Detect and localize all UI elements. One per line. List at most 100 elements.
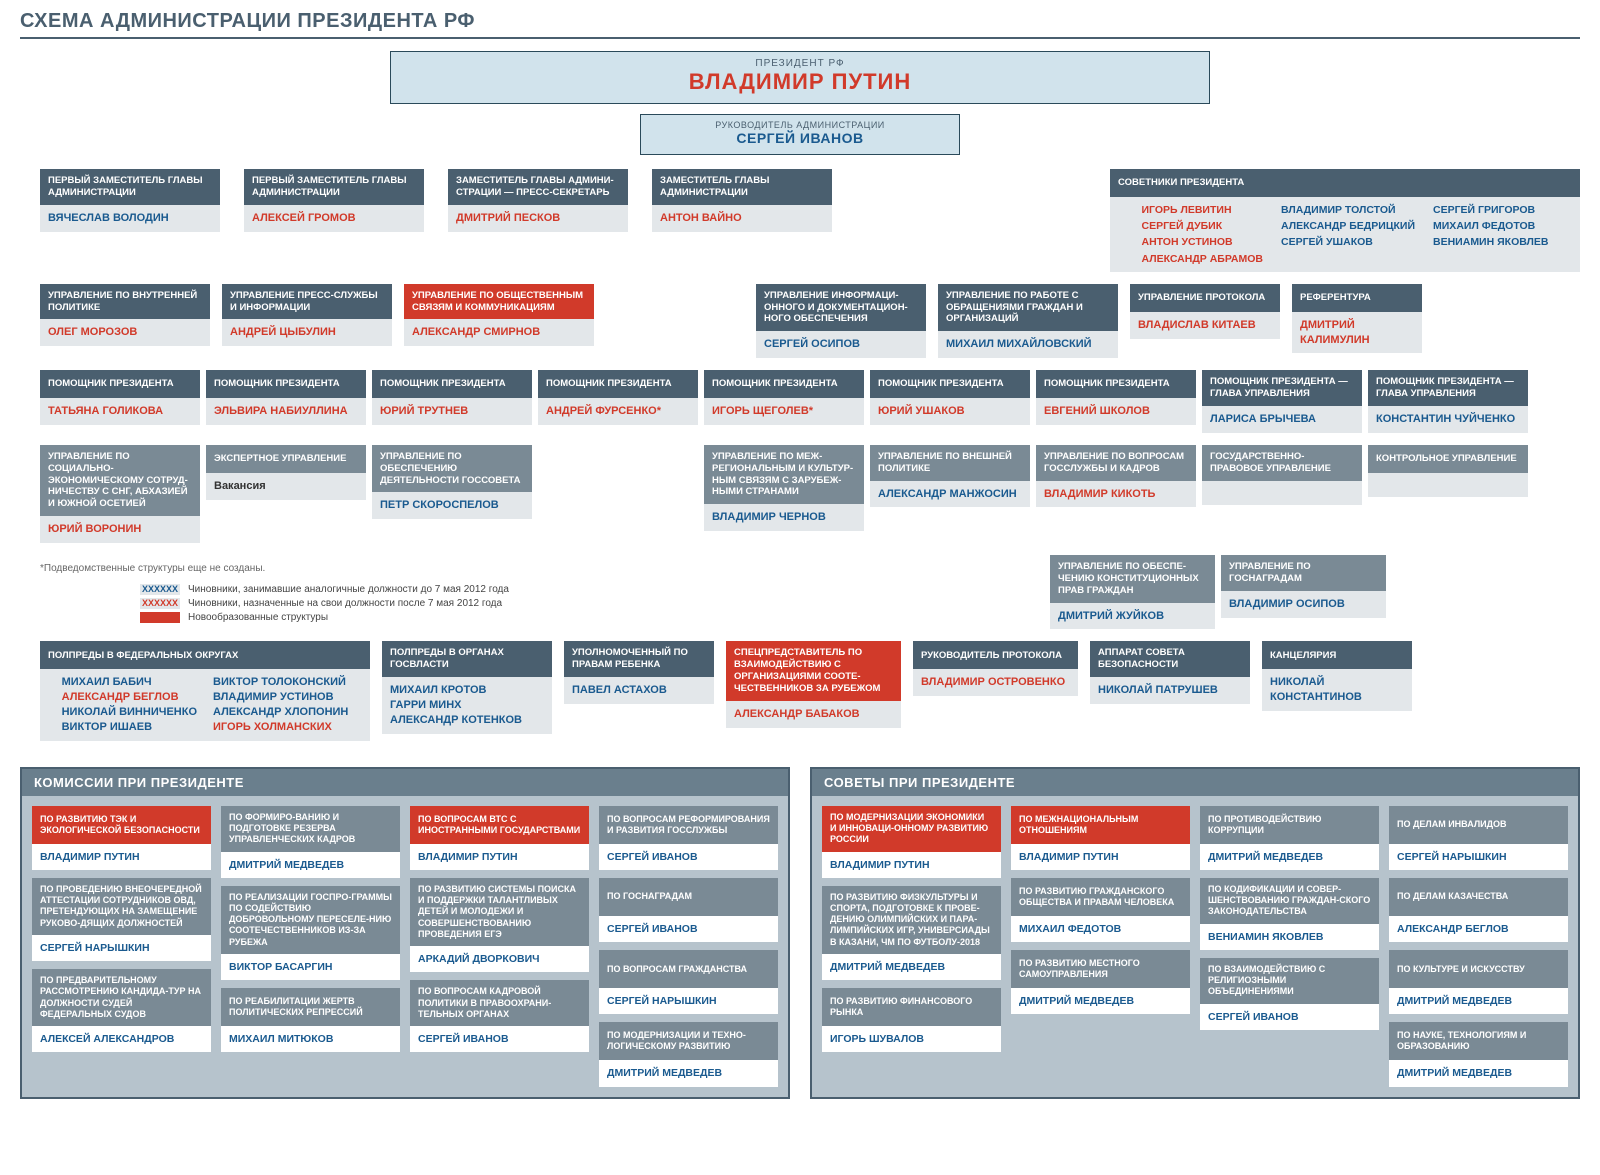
org-box-header: УПРАВЛЕНИЕ ПО СОЦИАЛЬНО-ЭКОНОМИЧЕСКОМУ С… <box>40 445 200 516</box>
legend-swatch-blue: ХХХХХХ <box>140 584 180 595</box>
section-box-name: ВЕНИАМИН ЯКОВЛЕВ <box>1200 924 1379 950</box>
section-box-name: ВИКТОР БАСАРГИН <box>221 954 400 980</box>
org-box-header: ПОМОЩНИК ПРЕЗИДЕНТА <box>40 370 200 398</box>
section-box: ПО РАЗВИТИЮ СИСТЕМЫ ПОИСКА И ПОДДЕРЖКИ Т… <box>410 878 589 972</box>
org-box-header: ЭКСПЕРТНОЕ УПРАВЛЕНИЕ <box>206 445 366 473</box>
org-box-name: ВЛАДИМИР КИКОТЬ <box>1036 481 1196 508</box>
section-box: ПО МОДЕРНИЗАЦИИ ЭКОНОМИКИ И ИННОВАЦИ-ОНН… <box>822 806 1001 878</box>
org-box: ГОСУДАРСТВЕННО-ПРАВОВОЕ УПРАВЛЕНИЕ <box>1202 445 1362 543</box>
org-box-header: УПРАВЛЕНИЕ ПО ВОПРОСАМ ГОССЛУЖБЫ И КАДРО… <box>1036 445 1196 481</box>
section-box: ПО КУЛЬТУРЕ И ИСКУССТВУДМИТРИЙ МЕДВЕДЕВ <box>1389 950 1568 1014</box>
section-box-name: АРКАДИЙ ДВОРКОВИЧ <box>410 946 589 972</box>
org-box: ПОМОЩНИК ПРЕЗИДЕНТАИГОРЬ ЩЕГОЛЕВ* <box>704 370 864 433</box>
org-box: РЕФЕРЕНТУРАДМИТРИЙ КАЛИМУЛИН <box>1292 284 1422 358</box>
org-box-header: ЗАМЕСТИТЕЛЬ ГЛАВЫ АДМИНИСТРАЦИИ <box>652 169 832 205</box>
section-box: ПО ВОПРОСАМ ГРАЖДАНСТВАСЕРГЕЙ НАРЫШКИН <box>599 950 778 1014</box>
legend-swatch-redfill <box>140 612 180 623</box>
lower-box-header: РУКОВОДИТЕЛЬ ПРОТОКОЛА <box>913 641 1078 669</box>
org-box-header: ПОМОЩНИК ПРЕЗИДЕНТА <box>372 370 532 398</box>
section-box-header: ПО РЕАЛИЗАЦИИ ГОСПРО-ГРАММЫ ПО СОДЕЙСТВИ… <box>221 886 400 954</box>
president-label: ПРЕЗИДЕНТ РФ <box>391 58 1209 69</box>
departments-row: УПРАВЛЕНИЕ ПО ВНУТРЕННЕЙ ПОЛИТИКЕОЛЕГ МО… <box>40 284 1580 358</box>
org-box-name: ЭЛЬВИРА НАБИУЛЛИНА <box>206 398 366 425</box>
commissions-section: КОМИССИИ ПРИ ПРЕЗИДЕНТЕ ПО РАЗВИТИЮ ТЭК … <box>20 767 790 1099</box>
lower-box: АППАРАТ СОВЕТА БЕЗОПАСНОСТИНИКОЛАЙ ПАТРУ… <box>1090 641 1250 740</box>
advisor-name: АНТОН УСТИНОВ <box>1141 235 1263 249</box>
section-box-header: ПО ВЗАИМОДЕЙСТВИЮ С РЕЛИГИОЗНЫМИ ОБЪЕДИН… <box>1200 958 1379 1004</box>
org-box: УПРАВЛЕНИЕ ПО ГОСНАГРАДАМВЛАДИМИР ОСИПОВ <box>1221 555 1386 629</box>
section-box: ПО РАЗВИТИЮ ГРАЖДАНСКОГО ОБЩЕСТВА И ПРАВ… <box>1011 878 1190 942</box>
lower-box-header: СПЕЦПРЕДСТАВИТЕЛЬ ПО ВЗАИМОДЕЙСТВИЮ С ОР… <box>726 641 901 701</box>
org-box-name: АНТОН ВАЙНО <box>652 205 832 232</box>
section-box-header: ПО ПРЕДВАРИТЕЛЬНОМУ РАССМОТРЕНИЮ КАНДИДА… <box>32 969 211 1026</box>
org-box-name: Вакансия <box>206 473 366 500</box>
section-box-header: ПО ГОСНАГРАДАМ <box>599 878 778 916</box>
section-box-name: ДМИТРИЙ МЕДВЕДЕВ <box>1389 988 1568 1014</box>
org-box-name: АЛЕКСАНДР СМИРНОВ <box>404 319 594 346</box>
section-box-name: МИХАИЛ МИТЮКОВ <box>221 1026 400 1052</box>
org-box: УПРАВЛЕНИЕ ПРЕСС-СЛУЖБЫ И ИНФОРМАЦИИАНДР… <box>222 284 392 358</box>
section-box-name: АЛЕКСЕЙ АЛЕКСАНДРОВ <box>32 1026 211 1052</box>
org-box: УПРАВЛЕНИЕ ПО ВНЕШНЕЙ ПОЛИТИКЕАЛЕКСАНДР … <box>870 445 1030 543</box>
section-box: ПО МЕЖНАЦИОНАЛЬНЫМ ОТНОШЕНИЯМВЛАДИМИР ПУ… <box>1011 806 1190 870</box>
section-box-name: МИХАИЛ ФЕДОТОВ <box>1011 916 1190 942</box>
org-box-header: УПРАВЛЕНИЕ ПО МЕЖ-РЕГИОНАЛЬНЫМ И КУЛЬТУР… <box>704 445 864 505</box>
section-box-name: ДМИТРИЙ МЕДВЕДЕВ <box>1389 1060 1568 1086</box>
footnote: *Подведомственные структуры еще не созда… <box>40 563 1050 574</box>
section-box: ПО ВЗАИМОДЕЙСТВИЮ С РЕЛИГИОЗНЫМИ ОБЪЕДИН… <box>1200 958 1379 1030</box>
org-box-header: ПОМОЩНИК ПРЕЗИДЕНТА <box>1036 370 1196 398</box>
org-box: ПОМОЩНИК ПРЕЗИДЕНТА — ГЛАВА УПРАВЛЕНИЯЛА… <box>1202 370 1362 433</box>
org-box-header: УПРАВЛЕНИЕ ПО РАБОТЕ С ОБРАЩЕНИЯМИ ГРАЖД… <box>938 284 1118 332</box>
section-box-header: ПО ВОПРОСАМ РЕФОРМИРОВАНИЯ И РАЗВИТИЯ ГО… <box>599 806 778 844</box>
assistants-row: ПОМОЩНИК ПРЕЗИДЕНТАТАТЬЯНА ГОЛИКОВАПОМОЩ… <box>40 370 1580 433</box>
org-box-header: ПОМОЩНИК ПРЕЗИДЕНТА — ГЛАВА УПРАВЛЕНИЯ <box>1202 370 1362 406</box>
advisors-box: СОВЕТНИКИ ПРЕЗИДЕНТА ИГОРЬ ЛЕВИТИНСЕРГЕЙ… <box>1110 169 1580 272</box>
lower-box-names: НИКОЛАЙ КОНСТАНТИНОВ <box>1262 669 1412 711</box>
org-box-header: ПОМОЩНИК ПРЕЗИДЕНТА <box>206 370 366 398</box>
section-box: ПО РАЗВИТИЮ МЕСТНОГО САМОУПРАВЛЕНИЯДМИТР… <box>1011 950 1190 1014</box>
section-box-header: ПО ДЕЛАМ КАЗАЧЕСТВА <box>1389 878 1568 916</box>
deputies-row: ПЕРВЫЙ ЗАМЕСТИТЕЛЬ ГЛАВЫ АДМИНИСТРАЦИИВЯ… <box>40 169 1580 272</box>
org-box-name: ВЛАДИМИР ОСИПОВ <box>1221 591 1386 618</box>
section-box: ПО РАЗВИТИЮ ФИНАНСОВОГО РЫНКАИГОРЬ ШУВАЛ… <box>822 988 1001 1052</box>
lower-box: КАНЦЕЛЯРИЯНИКОЛАЙ КОНСТАНТИНОВ <box>1262 641 1412 740</box>
lower-box-header: ПОЛПРЕДЫ В ОРГАНАХ ГОСВЛАСТИ <box>382 641 552 677</box>
section-box-header: ПО РЕАБИЛИТАЦИИ ЖЕРТВ ПОЛИТИЧЕСКИХ РЕПРЕ… <box>221 988 400 1026</box>
org-box-name: АНДРЕЙ ЦЫБУЛИН <box>222 319 392 346</box>
org-box: ПЕРВЫЙ ЗАМЕСТИТЕЛЬ ГЛАВЫ АДМИНИСТРАЦИИАЛ… <box>244 169 424 272</box>
org-box-header: КОНТРОЛЬНОЕ УПРАВЛЕНИЕ <box>1368 445 1528 473</box>
org-box-header: ГОСУДАРСТВЕННО-ПРАВОВОЕ УПРАВЛЕНИЕ <box>1202 445 1362 481</box>
section-box-header: ПО РАЗВИТИЮ ФИНАНСОВОГО РЫНКА <box>822 988 1001 1026</box>
advisor-name: АЛЕКСАНДР АБРАМОВ <box>1141 252 1263 266</box>
section-box-name: ДМИТРИЙ МЕДВЕДЕВ <box>822 954 1001 980</box>
org-box-name <box>1202 481 1362 505</box>
section-box-header: ПО НАУКЕ, ТЕХНОЛОГИЯМ И ОБРАЗОВАНИЮ <box>1389 1022 1568 1060</box>
section-box-name: ВЛАДИМИР ПУТИН <box>822 852 1001 878</box>
councils-section: СОВЕТЫ ПРИ ПРЕЗИДЕНТЕ ПО МОДЕРНИЗАЦИИ ЭК… <box>810 767 1580 1099</box>
section-box-name: СЕРГЕЙ ИВАНОВ <box>599 916 778 942</box>
section-box: ПО ДЕЛАМ ИНВАЛИДОВСЕРГЕЙ НАРЫШКИН <box>1389 806 1568 870</box>
section-box-header: ПО РАЗВИТИЮ ТЭК И ЭКОЛОГИЧЕСКОЙ БЕЗОПАСН… <box>32 806 211 844</box>
org-box: ПЕРВЫЙ ЗАМЕСТИТЕЛЬ ГЛАВЫ АДМИНИСТРАЦИИВЯ… <box>40 169 220 272</box>
org-box-header: УПРАВЛЕНИЕ ПО ГОСНАГРАДАМ <box>1221 555 1386 591</box>
advisor-name: АЛЕКСАНДР БЕДРИЦКИЙ <box>1281 219 1415 233</box>
page-title: СХЕМА АДМИНИСТРАЦИИ ПРЕЗИДЕНТА РФ <box>20 10 1580 39</box>
section-box-header: ПО РАЗВИТИЮ ГРАЖДАНСКОГО ОБЩЕСТВА И ПРАВ… <box>1011 878 1190 916</box>
org-box-header: УПРАВЛЕНИЕ ПО ОБЕСПЕ-ЧЕНИЮ КОНСТИТУЦИОНН… <box>1050 555 1215 603</box>
org-box: УПРАВЛЕНИЕ ПО ВНУТРЕННЕЙ ПОЛИТИКЕОЛЕГ МО… <box>40 284 210 358</box>
org-box-header: УПРАВЛЕНИЕ ПО ВНУТРЕННЕЙ ПОЛИТИКЕ <box>40 284 210 320</box>
section-box-name: СЕРГЕЙ НАРЫШКИН <box>599 988 778 1014</box>
section-box: ПО МОДЕРНИЗАЦИИ И ТЕХНО-ЛОГИЧЕСКОМУ РАЗВ… <box>599 1022 778 1086</box>
sections-row: КОМИССИИ ПРИ ПРЕЗИДЕНТЕ ПО РАЗВИТИЮ ТЭК … <box>20 753 1580 1099</box>
org-box: УПРАВЛЕНИЕ ПО ОБЕСПЕ-ЧЕНИЮ КОНСТИТУЦИОНН… <box>1050 555 1215 629</box>
org-box-header: УПРАВЛЕНИЕ ПРОТОКОЛА <box>1130 284 1280 312</box>
section-box-header: ПО ПРОТИВОДЕЙСТВИЮ КОРРУПЦИИ <box>1200 806 1379 844</box>
org-box-header: УПРАВЛЕНИЕ ИНФОРМАЦИ-ОННОГО И ДОКУМЕНТАЦ… <box>756 284 926 332</box>
org-box-header: ПОМОЩНИК ПРЕЗИДЕНТА — ГЛАВА УПРАВЛЕНИЯ <box>1368 370 1528 406</box>
org-box-header: ПОМОЩНИК ПРЕЗИДЕНТА <box>870 370 1030 398</box>
section-box-name: ВЛАДИМИР ПУТИН <box>410 844 589 870</box>
advisors-header: СОВЕТНИКИ ПРЕЗИДЕНТА <box>1110 169 1580 197</box>
section-box-header: ПО ПРОВЕДЕНИЮ ВНЕОЧЕРЕДНОЙ АТТЕСТАЦИИ СО… <box>32 878 211 935</box>
advisor-name: СЕРГЕЙ ДУБИК <box>1141 219 1263 233</box>
lower-box-header: ПОЛПРЕДЫ В ФЕДЕРАЛЬНЫХ ОКРУГАХ <box>40 641 370 669</box>
